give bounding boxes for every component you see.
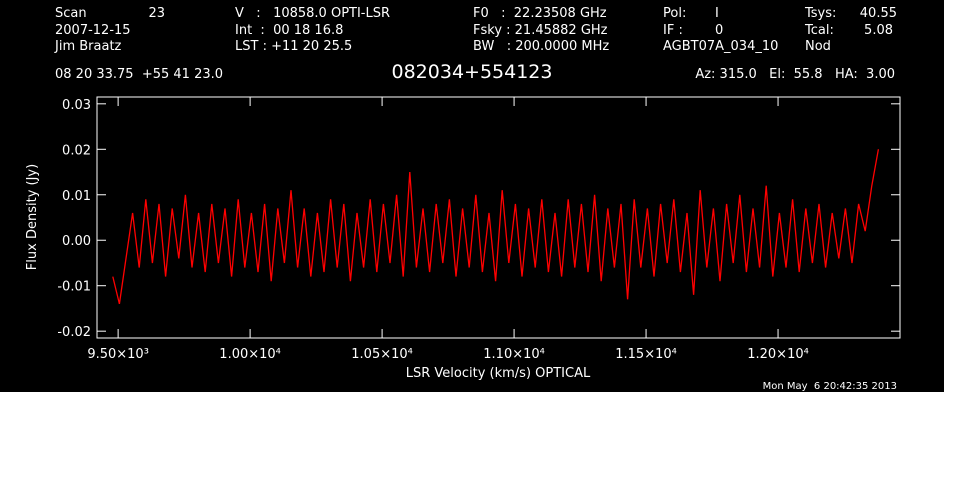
x-axis-title: LSR Velocity (km/s) OPTICAL bbox=[406, 366, 591, 381]
spectrum-line bbox=[112, 149, 880, 305]
pointing: Az: 315.0 El: 55.8 HA: 3.00 bbox=[695, 67, 895, 82]
x-tick-label: 1.15×10⁴ bbox=[615, 347, 677, 362]
if: 0 bbox=[715, 23, 723, 38]
lst: LST : +11 20 25.5 bbox=[235, 39, 352, 54]
x-tick-label: 1.10×10⁴ bbox=[483, 347, 545, 362]
scan-label: Scan bbox=[55, 6, 87, 21]
y-axis-title: Flux Density (Jy) bbox=[25, 164, 40, 270]
int: Int : 00 18 16.8 bbox=[235, 23, 343, 38]
x-tick-label: 1.20×10⁴ bbox=[747, 347, 809, 362]
y-tick-label: -0.02 bbox=[57, 325, 91, 340]
background bbox=[0, 0, 944, 392]
y-tick-label: 0.01 bbox=[62, 189, 91, 204]
plot-frame bbox=[96, 96, 901, 339]
tcal: 5.08 bbox=[864, 23, 893, 38]
pol-label: Pol: bbox=[663, 6, 686, 21]
velocity: V : 10858.0 OPTI-LSR bbox=[235, 6, 390, 21]
f0: F0 : 22.23508 GHz bbox=[473, 6, 607, 21]
x-tick-label: 1.00×10⁴ bbox=[219, 347, 281, 362]
date: 2007-12-15 bbox=[55, 23, 131, 38]
y-tick-label: 0.02 bbox=[62, 143, 91, 158]
pol: I bbox=[715, 6, 719, 21]
x-tick-label: 1.05×10⁴ bbox=[351, 347, 413, 362]
chart-title: 082034+554123 bbox=[392, 61, 553, 83]
observer: Jim Braatz bbox=[54, 39, 122, 54]
x-tick-label: 9.50×10³ bbox=[87, 347, 149, 362]
y-tick-label: -0.01 bbox=[57, 280, 91, 295]
scan: 23 bbox=[148, 6, 165, 21]
if-label: IF : bbox=[663, 23, 683, 38]
y-tick-label: 0.00 bbox=[62, 234, 91, 249]
fsky: Fsky : 21.45882 GHz bbox=[473, 23, 608, 38]
tsys: 40.55 bbox=[860, 6, 897, 21]
bw: BW : 200.0000 MHz bbox=[473, 39, 609, 54]
project: AGBT07A_034_10 bbox=[663, 39, 778, 54]
mode: Nod bbox=[805, 39, 831, 54]
footer: Mon May 6 20:42:35 2013 bbox=[763, 381, 897, 392]
tcal-label: Tcal: bbox=[804, 23, 834, 38]
tsys-label: Tsys: bbox=[804, 6, 836, 21]
coords: 08 20 33.75 +55 41 23.0 bbox=[55, 67, 223, 82]
y-tick-label: 0.03 bbox=[62, 98, 91, 113]
